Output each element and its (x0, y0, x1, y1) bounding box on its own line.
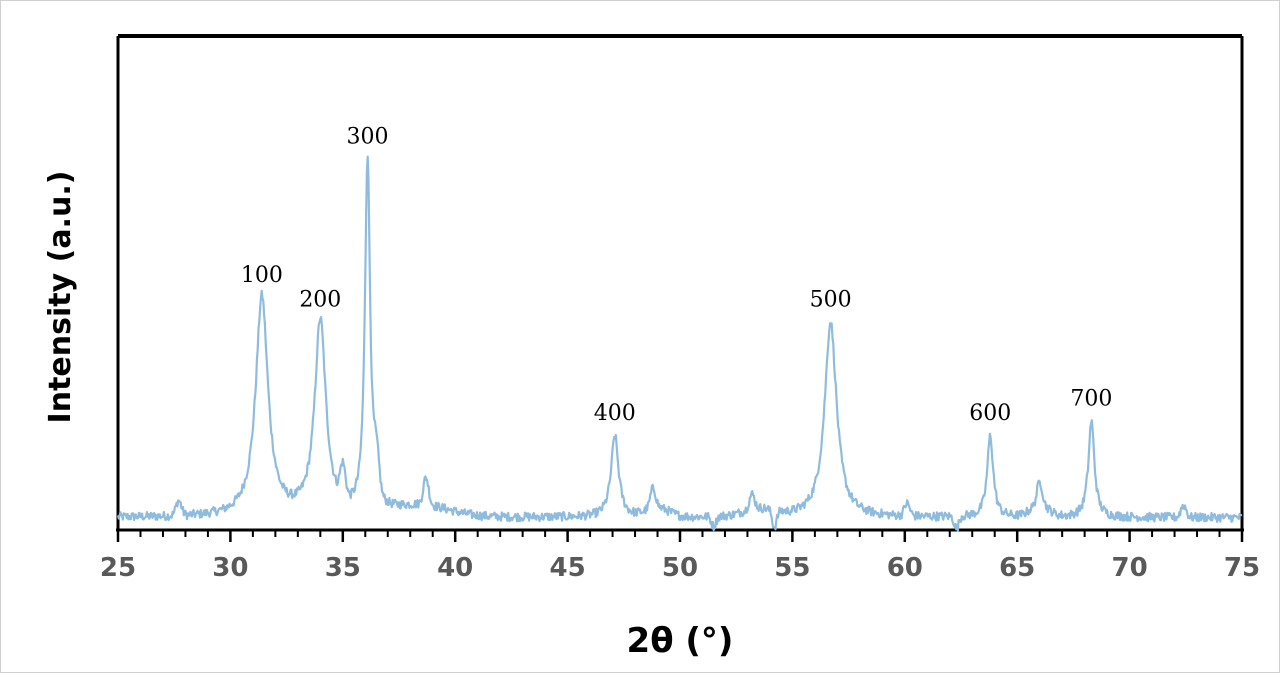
peak-label-500: 500 (810, 288, 852, 313)
peak-label-300: 300 (347, 125, 389, 150)
x-tick-label: 25 (100, 553, 136, 583)
peak-label-600: 600 (969, 401, 1011, 426)
peak-label-200: 200 (299, 288, 341, 313)
x-axis-title: 2θ (°) (627, 621, 734, 661)
x-tick-label: 60 (887, 553, 923, 583)
x-tick-label: 35 (325, 553, 361, 583)
series-line-xrd (116, 155, 1243, 532)
x-tick-label: 45 (550, 553, 586, 583)
x-tick-label: 70 (1112, 553, 1148, 583)
y-axis-title: Intensity (a.u.) (43, 171, 78, 424)
peak-label-100: 100 (241, 263, 283, 288)
x-tick-label: 65 (999, 553, 1035, 583)
x-tick-label: 55 (774, 553, 810, 583)
x-axis-ticks (116, 530, 1244, 542)
peak-label-400: 400 (594, 401, 636, 426)
x-tick-label: 30 (212, 553, 248, 583)
x-tick-label: 75 (1224, 553, 1260, 583)
x-axis-tick-labels: 25 30 35 40 45 50 55 60 65 70 75 (100, 553, 1260, 583)
peak-labels: 100 200 300 400 500 600 700 (241, 125, 1113, 427)
x-tick-label: 50 (662, 553, 698, 583)
x-tick-label: 40 (437, 553, 473, 583)
peak-label-700: 700 (1070, 386, 1112, 411)
